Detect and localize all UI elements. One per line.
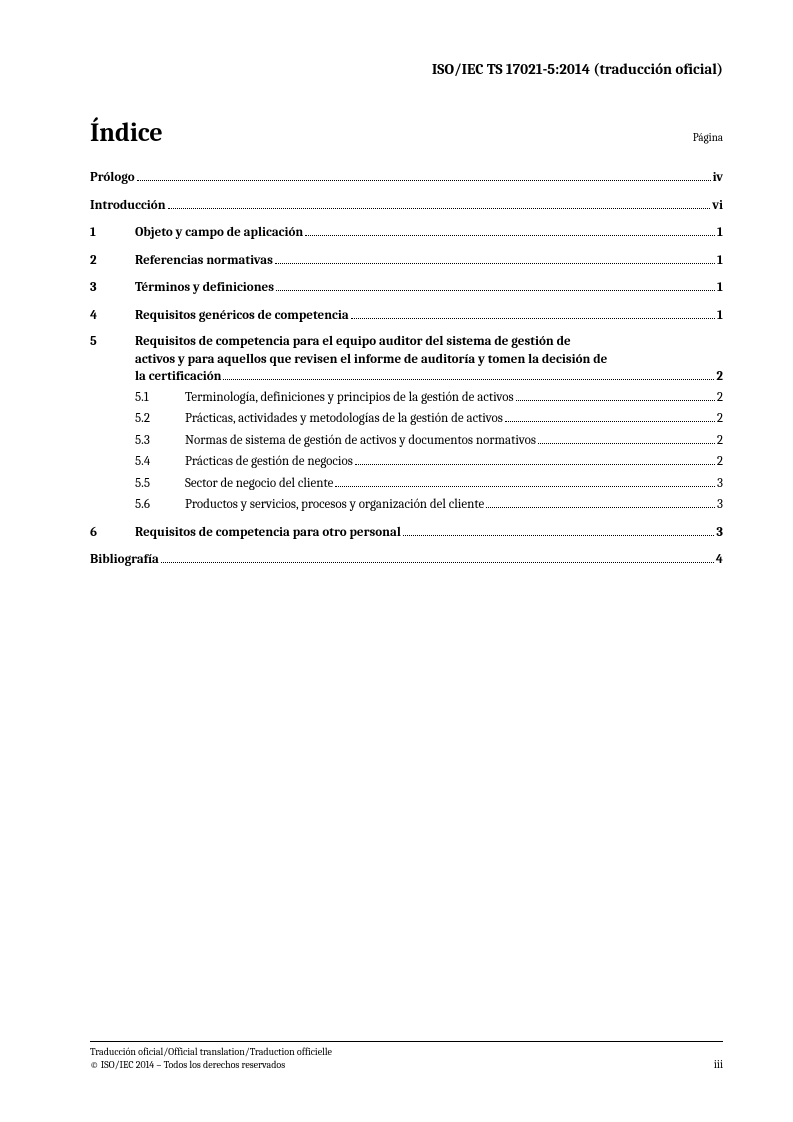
footer-text: Traducción oficial/Official translation/… bbox=[90, 1046, 332, 1072]
toc-leader bbox=[305, 235, 715, 236]
toc-subentry: 5.3 Normas de sistema de gestión de acti… bbox=[90, 431, 723, 451]
toc-entry-title: Prólogo bbox=[90, 168, 135, 188]
toc-entry-num: 6 bbox=[90, 523, 135, 543]
toc-title: Índice bbox=[90, 118, 163, 148]
toc-entry-num: 5.3 bbox=[135, 431, 185, 451]
toc-entry-title: Prácticas, actividades y metodologías de… bbox=[185, 409, 503, 429]
toc-entry: 5 Requisitos de competencia para el equi… bbox=[90, 333, 723, 386]
toc-entry-page: 2 bbox=[716, 368, 723, 386]
toc-leader bbox=[538, 443, 715, 444]
toc-subentry: 5.2 Prácticas, actividades y metodología… bbox=[90, 409, 723, 429]
toc-entry-title: Referencias normativas bbox=[135, 251, 273, 271]
toc-entry-num: 4 bbox=[90, 306, 135, 326]
footer: Traducción oficial/Official translation/… bbox=[90, 1041, 723, 1072]
toc-entry-num: 5.4 bbox=[135, 452, 185, 472]
toc-entry-num: 3 bbox=[90, 278, 135, 298]
toc-entry-title: Introducción bbox=[90, 196, 166, 216]
toc-entry-title: Objeto y campo de aplicación bbox=[135, 223, 303, 243]
toc-subentry: 5.1 Terminología, definiciones y princip… bbox=[90, 388, 723, 408]
toc-leader bbox=[351, 318, 715, 319]
page-number: iii bbox=[714, 1058, 723, 1072]
toc-entry: 2 Referencias normativas 1 bbox=[90, 251, 723, 271]
toc-entry-page: 1 bbox=[717, 278, 723, 298]
toc-entry: Prólogo iv bbox=[90, 168, 723, 188]
toc-entry: 6 Requisitos de competencia para otro pe… bbox=[90, 523, 723, 543]
toc-subentry: 5.5 Sector de negocio del cliente 3 bbox=[90, 474, 723, 494]
toc-entry-num: 5.5 bbox=[135, 474, 185, 494]
toc-entry-title: Requisitos de competencia para otro pers… bbox=[135, 523, 401, 543]
toc-entry-page: 3 bbox=[717, 474, 723, 494]
toc-leader bbox=[161, 562, 714, 563]
toc-leader bbox=[276, 290, 715, 291]
toc-entry-page: vi bbox=[712, 196, 723, 216]
toc-entry-page: 1 bbox=[717, 306, 723, 326]
toc-subentry: 5.6 Productos y servicios, procesos y or… bbox=[90, 495, 723, 515]
toc-leader bbox=[137, 180, 711, 181]
toc-leader bbox=[505, 421, 715, 422]
toc-entry-num: 5.6 bbox=[135, 495, 185, 515]
toc-entry: 4 Requisitos genéricos de competencia 1 bbox=[90, 306, 723, 326]
toc-entry-page: 3 bbox=[716, 523, 723, 543]
pagina-label: Página bbox=[693, 131, 723, 144]
footer-line: © ISO/IEC 2014 – Todos los derechos rese… bbox=[90, 1059, 332, 1072]
toc-entry-title: Sector de negocio del cliente bbox=[185, 474, 333, 494]
toc-entry-num: 5.2 bbox=[135, 409, 185, 429]
toc-entry-page: 2 bbox=[717, 388, 723, 408]
toc-entry-page: iv bbox=[713, 168, 723, 188]
toc-leader bbox=[223, 379, 714, 380]
toc-entry-title: Términos y definiciones bbox=[135, 278, 274, 298]
toc-subentry: 5.4 Prácticas de gestión de negocios 2 bbox=[90, 452, 723, 472]
toc-entry-title: Normas de sistema de gestión de activos … bbox=[185, 431, 536, 451]
toc-entry-title: Terminología, definiciones y principios … bbox=[185, 388, 514, 408]
toc-entry-title-line: Requisitos de competencia para el equipo… bbox=[135, 334, 571, 349]
footer-line: Traducción oficial/Official translation/… bbox=[90, 1046, 332, 1059]
toc-leader bbox=[486, 507, 715, 508]
toc-entry-title: Requisitos de competencia para el equipo… bbox=[135, 333, 607, 368]
toc-leader bbox=[335, 486, 715, 487]
toc-entry-title: Productos y servicios, procesos y organi… bbox=[185, 495, 484, 515]
toc-entry: 1 Objeto y campo de aplicación 1 bbox=[90, 223, 723, 243]
toc-entry-title: Prácticas de gestión de negocios bbox=[185, 452, 353, 472]
toc-entry: Introducción vi bbox=[90, 196, 723, 216]
toc-entry-page: 3 bbox=[717, 495, 723, 515]
toc-entry-num: 5 bbox=[90, 333, 135, 368]
toc-entry-page: 2 bbox=[717, 431, 723, 451]
toc-entry-page: 1 bbox=[717, 223, 723, 243]
toc-leader bbox=[355, 464, 715, 465]
toc-entry-title: Requisitos genéricos de competencia bbox=[135, 306, 349, 326]
toc-leader bbox=[275, 263, 715, 264]
toc-entry-title-line: la certificación bbox=[135, 368, 221, 386]
toc-entry: Bibliografía 4 bbox=[90, 550, 723, 570]
toc-entry-num: 1 bbox=[90, 223, 135, 243]
toc-leader bbox=[516, 400, 715, 401]
toc-leader bbox=[168, 208, 711, 209]
toc-entry-page: 4 bbox=[716, 550, 723, 570]
document-header: ISO/IEC TS 17021-5:2014 (traducción ofic… bbox=[90, 60, 723, 78]
toc-entry: 3 Términos y definiciones 1 bbox=[90, 278, 723, 298]
toc-entry-num: 5.1 bbox=[135, 388, 185, 408]
toc-entry-page: 2 bbox=[717, 409, 723, 429]
toc-entry-title: Bibliografía bbox=[90, 550, 159, 570]
toc-entry-page: 1 bbox=[717, 251, 723, 271]
toc-entry-title-line: activos y para aquellos que revisen el i… bbox=[135, 352, 607, 367]
toc-entry-page: 2 bbox=[717, 452, 723, 472]
toc-entry-num: 2 bbox=[90, 251, 135, 271]
title-row: Índice Página bbox=[90, 118, 723, 148]
toc-leader bbox=[403, 535, 715, 536]
